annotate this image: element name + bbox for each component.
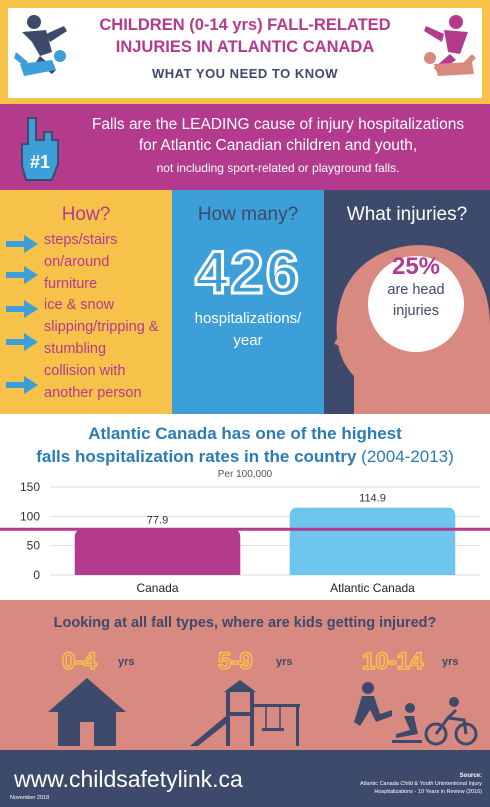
how-item-slipping-2: stumbling [44, 341, 107, 357]
arrow-right-icon [6, 300, 38, 318]
how-item-furniture-2: furniture [44, 276, 98, 292]
y-tick-label: 0 [33, 568, 40, 582]
y-tick-label: 100 [20, 509, 40, 523]
bar-value-label: 114.9 [359, 493, 386, 505]
source-line-2: Hospitalizations - 10 Years in Review (2… [374, 789, 482, 795]
bar-atlantic-canada [289, 507, 456, 575]
head-injury-label-2: injuries [393, 303, 439, 319]
foam-finger-icon [21, 117, 59, 181]
how-item-furniture-1: on/around [44, 254, 110, 270]
source-label: Source: [459, 773, 482, 779]
y-tick-label: 50 [27, 539, 41, 553]
sports-icon [354, 682, 478, 746]
page-subtitle: WHAT YOU NEED TO KNOW [152, 66, 338, 81]
playground-icon [190, 680, 300, 746]
arrow-right-icon [6, 235, 38, 253]
source-line-1: Atlantic Canada Child & Youth Unintentio… [360, 781, 482, 787]
age-group-0-4: 0-4 [61, 647, 97, 676]
number-one-badge: #1 [29, 152, 51, 172]
arrow-right-icon [6, 266, 38, 284]
bar-canada [74, 529, 241, 575]
publication-date: November 2018 [10, 795, 50, 801]
chart-title-text: falls hospitalization rates in the count… [36, 447, 357, 466]
how-many-panel [172, 190, 324, 414]
head-injury-percent: 25% [391, 253, 441, 280]
how-item-collision-1: collision with [44, 363, 126, 379]
hospitalizations-label-2: year [233, 332, 263, 349]
chart-title-years: (2004-2013) [361, 447, 454, 466]
hospitalizations-number: 426 [193, 238, 302, 308]
house-icon [48, 678, 126, 746]
chart-subtitle: Per 100,000 [217, 469, 273, 480]
how-item-slipping-1: slipping/tripping & [44, 319, 159, 335]
how-panel [0, 190, 172, 414]
leading-cause-band [0, 104, 490, 190]
header-panel [8, 8, 482, 98]
bar-value-label: 77.9 [147, 514, 168, 526]
arrow-right-icon [6, 333, 38, 351]
age-group-5-9-unit: yrs [276, 656, 293, 668]
category-label: Canada [136, 581, 178, 595]
how-many-title: How many? [197, 204, 299, 225]
falling-children-icon-right [424, 15, 476, 76]
chart-title-line-2: falls hospitalization rates in the count… [0, 447, 490, 467]
head-silhouette-icon [334, 245, 490, 414]
footer-band [0, 750, 490, 807]
hospitalizations-label-1: hospitalizations/ [194, 310, 302, 327]
y-tick-label: 150 [20, 480, 40, 494]
how-item-ice-snow: ice & snow [44, 297, 115, 313]
page-title-line-1: CHILDREN (0-14 yrs) FALL-RELATED [99, 16, 391, 34]
age-group-10-14-unit: yrs [442, 656, 459, 668]
how-item-collision-2: another person [44, 385, 142, 401]
website-link[interactable]: www.childsafetylink.ca [14, 766, 243, 792]
arrow-right-icon [6, 376, 38, 394]
leading-cause-line-1: Falls are the LEADING cause of injury ho… [91, 116, 465, 133]
where-title: Looking at all fall types, where are kid… [53, 615, 437, 631]
head-injury-label-1: are head [387, 282, 445, 298]
bar-chart: 0 50 100 150 77.9 Canada 114.9 Atlantic Canada [0, 480, 490, 595]
leading-cause-note: not including sport-related or playgroun… [156, 161, 400, 175]
age-group-0-4-unit: yrs [118, 656, 135, 668]
how-title: How? [61, 204, 111, 225]
how-item-steps: steps/stairs [44, 232, 118, 248]
falling-children-icon [14, 15, 67, 76]
page-title-line-2: INJURIES IN ATLANTIC CANADA [115, 38, 375, 56]
chart-title-line-1: Atlantic Canada has one of the highest [88, 424, 402, 443]
age-group-5-9: 5-9 [217, 647, 253, 676]
what-injuries-title: What injuries? [346, 204, 468, 225]
category-label: Atlantic Canada [330, 581, 415, 595]
age-group-10-14: 10-14 [361, 647, 424, 676]
leading-cause-line-2: for Atlantic Canadian children and youth… [138, 137, 418, 154]
